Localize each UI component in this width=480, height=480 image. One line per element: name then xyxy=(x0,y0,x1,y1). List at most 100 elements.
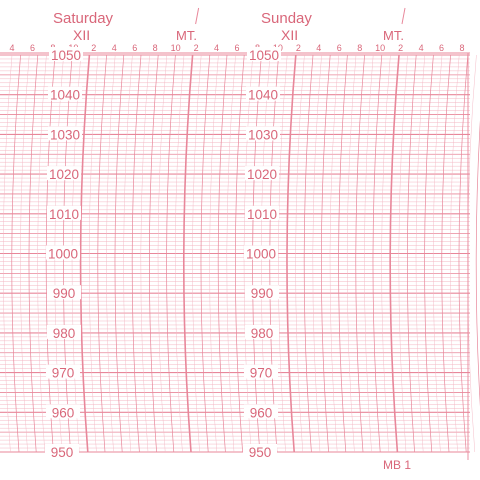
pressure-label-backing xyxy=(46,404,80,419)
hour-time-line xyxy=(131,54,142,453)
pressure-label: 1030 xyxy=(248,127,278,142)
pressure-label: 960 xyxy=(250,405,273,420)
saturday-midnight-label: MT. xyxy=(176,28,197,43)
pressure-label-backing xyxy=(47,166,81,181)
hour-time-line xyxy=(303,54,314,453)
hour-tick-label: 10 xyxy=(375,43,385,53)
hour-time-line xyxy=(424,54,434,453)
pressure-label: 960 xyxy=(52,405,75,420)
hour-time-line xyxy=(329,54,340,453)
pressure-label-backing xyxy=(47,205,81,220)
hour-time-line xyxy=(415,54,426,453)
pressure-label-backing xyxy=(245,324,279,339)
hour-time-line xyxy=(149,54,159,453)
pressure-label-backing xyxy=(45,444,79,458)
sunday-midnight-label: MT. xyxy=(383,28,404,43)
pressure-label: 970 xyxy=(250,366,273,381)
hour-time-line xyxy=(2,54,13,453)
hour-time-line xyxy=(295,54,305,453)
hour-time-line xyxy=(381,54,391,453)
hour-time-line xyxy=(200,54,211,453)
hour-time-line xyxy=(441,54,451,453)
hour-tick-label: 2 xyxy=(91,43,96,53)
pressure-label-backing xyxy=(47,324,81,339)
pressure-label-backing xyxy=(46,245,80,260)
hour-time-line xyxy=(278,54,288,453)
pressure-label: 1030 xyxy=(50,127,80,142)
pressure-label: 980 xyxy=(53,326,76,341)
hour-tick-label: 6 xyxy=(30,43,35,53)
pressure-label-backing xyxy=(47,285,81,300)
hour-time-line xyxy=(114,54,125,453)
hour-time-line xyxy=(364,54,374,453)
sunday-noon-label: XII xyxy=(281,27,298,43)
hour-time-line xyxy=(450,54,460,453)
hour-tick-label: 4 xyxy=(316,43,321,53)
hour-tick-label: 4 xyxy=(112,43,117,53)
pressure-label: 950 xyxy=(51,445,74,460)
hour-tick-label: 6 xyxy=(337,43,342,53)
noon-time-line xyxy=(79,54,91,453)
midnight-time-line xyxy=(183,54,194,453)
hour-tick-label: 6 xyxy=(439,43,444,53)
noon-time-line xyxy=(286,54,297,453)
pressure-label: 950 xyxy=(249,445,272,460)
hour-time-line xyxy=(398,54,408,453)
hour-time-line xyxy=(97,54,107,453)
pressure-label: 1000 xyxy=(246,247,276,262)
pressure-label: 1000 xyxy=(48,247,78,262)
pressure-label: 990 xyxy=(251,286,274,301)
pressure-label-backing xyxy=(244,364,278,379)
chart-grid xyxy=(0,7,480,460)
hour-time-line xyxy=(355,54,365,453)
hour-tick-label: 8 xyxy=(153,43,158,53)
hour-time-line xyxy=(209,54,219,453)
chart-labels: Saturday XII MT. Sunday XII MT. MB 1 4 6 8… xyxy=(9,10,464,472)
sunday-label: Sunday xyxy=(261,10,312,27)
pressure-label: 1020 xyxy=(247,167,277,182)
pressure-label-backing xyxy=(46,364,80,379)
pressure-label: 1050 xyxy=(249,48,279,63)
hour-tick-label: 4 xyxy=(214,43,219,53)
hour-time-line xyxy=(432,54,443,453)
saturday-label: Saturday xyxy=(53,10,114,27)
hour-tick-label: 2 xyxy=(398,43,403,53)
hour-time-line xyxy=(88,54,99,453)
hour-time-line xyxy=(407,54,417,453)
hour-tick-label: 4 xyxy=(9,43,14,53)
hour-time-line xyxy=(192,54,202,453)
pressure-label: 1010 xyxy=(49,207,79,222)
pressure-label-backing xyxy=(49,47,83,61)
midnight-marker xyxy=(401,7,406,25)
hour-time-line xyxy=(174,54,185,453)
pressure-label-backing xyxy=(245,205,279,220)
hour-time-line xyxy=(458,54,469,453)
pressure-label: 970 xyxy=(52,366,75,381)
hour-tick-label: 6 xyxy=(132,43,137,53)
hour-time-line xyxy=(312,54,322,453)
pressure-label: 990 xyxy=(53,286,76,301)
pressure-label-backing xyxy=(48,126,82,141)
pressure-label: 1040 xyxy=(50,88,80,103)
hour-tick-label: 4 xyxy=(419,43,424,53)
hour-time-line xyxy=(140,54,150,453)
hour-time-line xyxy=(20,54,30,453)
hour-time-line xyxy=(11,54,21,453)
hour-time-line xyxy=(157,54,168,453)
hour-time-line xyxy=(475,120,480,407)
hour-time-line xyxy=(37,54,47,453)
pressure-label-backing xyxy=(245,285,279,300)
pressure-label-backing xyxy=(244,245,278,260)
pressure-label-backing xyxy=(243,444,277,458)
pressure-label: 980 xyxy=(251,326,274,341)
hour-tick-label: 8 xyxy=(459,43,464,53)
hour-tick-label: 6 xyxy=(234,43,239,53)
hour-time-line xyxy=(28,54,39,453)
pressure-label-backing xyxy=(48,86,82,101)
hour-time-line xyxy=(217,54,228,453)
hour-tick-label: 8 xyxy=(357,43,362,53)
hour-time-line xyxy=(338,54,348,453)
hour-time-line xyxy=(166,54,176,453)
pressure-label: 1010 xyxy=(247,207,277,222)
